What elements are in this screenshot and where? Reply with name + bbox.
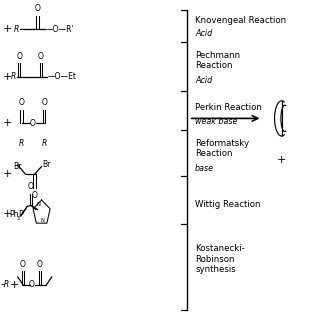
Text: O: O (20, 260, 26, 269)
Text: +: + (3, 72, 12, 82)
Text: Kostanecki-
Robinson
synthesis: Kostanecki- Robinson synthesis (195, 244, 245, 274)
Text: O: O (30, 119, 36, 128)
Text: R: R (11, 72, 16, 81)
Text: R: R (42, 139, 47, 148)
Text: Br: Br (13, 162, 22, 171)
Text: base: base (195, 164, 214, 172)
Text: 3: 3 (17, 216, 20, 221)
Text: O: O (29, 280, 35, 289)
Text: +: + (3, 118, 12, 128)
Text: +: + (3, 209, 12, 220)
Text: N: N (36, 202, 40, 207)
Text: +: + (3, 24, 12, 35)
Text: —O—R': —O—R' (46, 25, 74, 34)
Text: –R: –R (1, 280, 10, 289)
Text: +: + (3, 169, 12, 180)
Text: Pechmann
Reaction: Pechmann Reaction (195, 51, 240, 70)
Text: Acid: Acid (195, 76, 212, 84)
Text: P: P (18, 210, 22, 219)
Text: weak base: weak base (195, 117, 237, 126)
Text: O: O (28, 182, 34, 191)
Text: Br: Br (42, 160, 51, 169)
Text: Ph: Ph (9, 210, 19, 219)
Text: O: O (37, 260, 43, 269)
Text: R: R (19, 139, 24, 148)
Text: +: + (10, 280, 19, 290)
Text: Acid: Acid (195, 29, 212, 38)
Text: Perkin Reaction: Perkin Reaction (195, 103, 262, 112)
Text: Wittig Reaction: Wittig Reaction (195, 200, 261, 209)
Text: O: O (38, 52, 44, 61)
Text: O: O (16, 52, 22, 61)
Text: O: O (19, 98, 25, 107)
Text: Knovengeal Reaction: Knovengeal Reaction (195, 16, 286, 25)
Text: Reformatsky
Reaction: Reformatsky Reaction (195, 139, 249, 158)
Text: +: + (277, 155, 286, 165)
Text: —O—Et: —O—Et (48, 72, 77, 81)
Text: O: O (35, 4, 41, 13)
Text: O: O (41, 98, 47, 107)
Text: R: R (13, 25, 19, 34)
Text: N: N (40, 218, 44, 223)
Text: O: O (32, 191, 37, 200)
